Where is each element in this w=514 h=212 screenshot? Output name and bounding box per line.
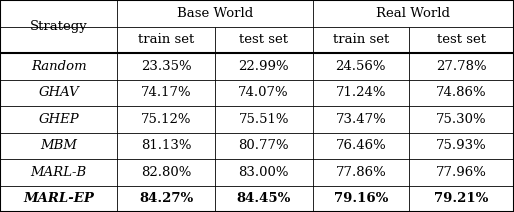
Text: test set: test set bbox=[239, 33, 288, 46]
Text: 75.93%: 75.93% bbox=[436, 139, 487, 152]
Text: 79.16%: 79.16% bbox=[334, 192, 388, 205]
Text: 75.51%: 75.51% bbox=[238, 113, 289, 126]
Text: train set: train set bbox=[138, 33, 194, 46]
Text: 75.30%: 75.30% bbox=[436, 113, 487, 126]
Text: train set: train set bbox=[333, 33, 389, 46]
Text: MARL-B: MARL-B bbox=[30, 166, 87, 179]
Text: 84.45%: 84.45% bbox=[236, 192, 291, 205]
Text: 81.13%: 81.13% bbox=[141, 139, 191, 152]
Text: 82.80%: 82.80% bbox=[141, 166, 191, 179]
Text: 76.46%: 76.46% bbox=[336, 139, 386, 152]
Text: 74.17%: 74.17% bbox=[141, 86, 191, 99]
Text: 22.99%: 22.99% bbox=[238, 60, 289, 73]
Text: 77.86%: 77.86% bbox=[336, 166, 386, 179]
Text: 80.77%: 80.77% bbox=[238, 139, 289, 152]
Text: Base World: Base World bbox=[177, 7, 253, 20]
Text: 79.21%: 79.21% bbox=[434, 192, 489, 205]
Text: GHEP: GHEP bbox=[38, 113, 79, 126]
Text: Random: Random bbox=[31, 60, 86, 73]
Text: 77.96%: 77.96% bbox=[436, 166, 487, 179]
Text: Strategy: Strategy bbox=[30, 20, 87, 33]
Text: 83.00%: 83.00% bbox=[238, 166, 289, 179]
Text: 74.07%: 74.07% bbox=[238, 86, 289, 99]
Text: 23.35%: 23.35% bbox=[141, 60, 191, 73]
Text: 84.27%: 84.27% bbox=[139, 192, 193, 205]
Text: test set: test set bbox=[437, 33, 486, 46]
Text: 74.86%: 74.86% bbox=[436, 86, 487, 99]
Text: 24.56%: 24.56% bbox=[336, 60, 386, 73]
Text: GHAV: GHAV bbox=[38, 86, 79, 99]
Text: MARL-EP: MARL-EP bbox=[23, 192, 94, 205]
Text: Real World: Real World bbox=[376, 7, 450, 20]
Text: 75.12%: 75.12% bbox=[141, 113, 191, 126]
Text: MBM: MBM bbox=[40, 139, 77, 152]
Text: 71.24%: 71.24% bbox=[336, 86, 386, 99]
Text: 73.47%: 73.47% bbox=[336, 113, 386, 126]
Text: 27.78%: 27.78% bbox=[436, 60, 487, 73]
